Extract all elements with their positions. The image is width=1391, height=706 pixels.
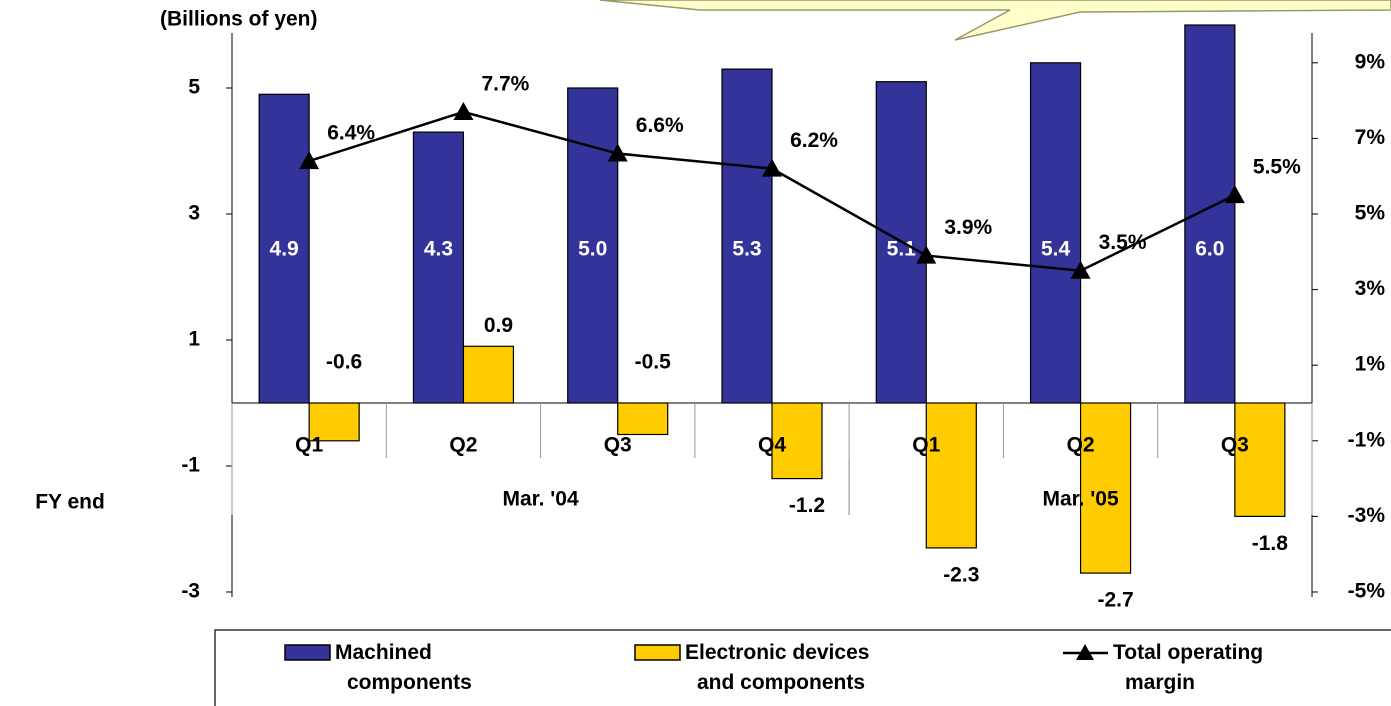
marker — [607, 143, 628, 162]
callout — [599, 0, 1391, 41]
bar-value-label: 4.3 — [424, 238, 453, 261]
group-label: Mar. '04 — [502, 488, 579, 511]
marker — [1224, 185, 1245, 204]
line-value-label: 6.6% — [636, 114, 684, 137]
bar — [617, 402, 669, 436]
y2-tick-label: 9% — [1355, 50, 1386, 73]
bar-value-label: 5.4 — [1041, 238, 1071, 261]
bar-value-label: -2.3 — [943, 563, 979, 586]
legend-label-line: Total operating — [1113, 641, 1263, 664]
bar-value-label: 0.9 — [484, 314, 513, 337]
line-value-label: 6.2% — [790, 129, 838, 152]
bar — [1184, 24, 1236, 404]
x-tick-label: Q4 — [758, 434, 786, 457]
bar — [1029, 62, 1082, 404]
legend-label-line: Electronic devices — [685, 641, 869, 664]
y2-tick-label: -3% — [1348, 504, 1386, 527]
legend-box — [214, 629, 1391, 706]
bar-value-label: -1.2 — [789, 494, 825, 517]
y2-tick-label: -1% — [1348, 428, 1386, 451]
legend-swatch — [284, 644, 331, 661]
line-value-label: 3.5% — [1099, 231, 1147, 254]
x-tick-label: Q1 — [912, 434, 940, 457]
y-tick-label: 1 — [188, 328, 200, 351]
marker — [453, 101, 474, 120]
x-tick-label: Q3 — [604, 434, 632, 457]
bar — [567, 87, 619, 404]
bar-value-label: 5.1 — [887, 238, 917, 261]
bar — [771, 402, 823, 480]
marker — [299, 151, 320, 170]
bar — [721, 68, 773, 404]
line-value-label: 3.9% — [944, 216, 992, 239]
bar — [412, 131, 465, 404]
bar — [462, 345, 515, 404]
y2-tick-label: 3% — [1355, 277, 1386, 300]
x-group-title: FY end — [35, 491, 105, 514]
marker — [916, 245, 937, 264]
bar-value-label: 4.9 — [270, 238, 299, 261]
bar — [925, 402, 977, 549]
legend-label-line: components — [347, 671, 472, 694]
bar-value-label: -1.8 — [1252, 532, 1289, 555]
bar — [308, 402, 360, 442]
y-tick-label: -3 — [181, 580, 200, 603]
y2-tick-label: 7% — [1355, 126, 1386, 149]
bar — [1234, 402, 1286, 518]
y-axis-title: (Billions of yen) — [160, 8, 318, 31]
bar-value-label: -0.6 — [326, 351, 362, 374]
legend-label: Electronic devices and components — [685, 641, 869, 694]
legend-label-line: Machined — [335, 641, 432, 664]
y-tick-label: 5 — [188, 76, 200, 99]
legend-label-line: margin — [1125, 671, 1195, 694]
bar-value-label: 5.3 — [732, 238, 761, 261]
legend-label-line: and components — [697, 671, 865, 694]
x-tick-label: Q2 — [449, 434, 477, 457]
y2-tick-label: 5% — [1355, 202, 1386, 225]
line-value-label: 7.7% — [481, 72, 529, 95]
legend-marker — [1076, 644, 1094, 660]
y-tick-label: 3 — [188, 202, 200, 225]
y-tick-label: -1 — [181, 454, 200, 477]
y2-tick-label: 1% — [1355, 353, 1386, 376]
bar-value-label: -0.5 — [635, 351, 672, 374]
legend-swatch — [634, 644, 681, 661]
marker — [762, 158, 782, 177]
x-tick-label: Q2 — [1067, 434, 1095, 457]
line-value-label: 6.4% — [327, 122, 375, 145]
line-value-label: 5.5% — [1253, 156, 1301, 179]
bar-value-label: 6.0 — [1195, 238, 1224, 261]
x-tick-label: Q1 — [295, 434, 323, 457]
group-label: Mar. '05 — [1042, 488, 1119, 511]
bar-value-label: 5.0 — [578, 238, 607, 261]
x-tick-label: Q3 — [1221, 434, 1249, 457]
legend-label: Total operating margin — [1113, 641, 1263, 694]
y2-tick-label: -5% — [1348, 580, 1386, 603]
bar-value-label: -2.7 — [1097, 589, 1133, 612]
legend-label: Machined components — [335, 641, 472, 694]
marker — [1070, 260, 1091, 279]
